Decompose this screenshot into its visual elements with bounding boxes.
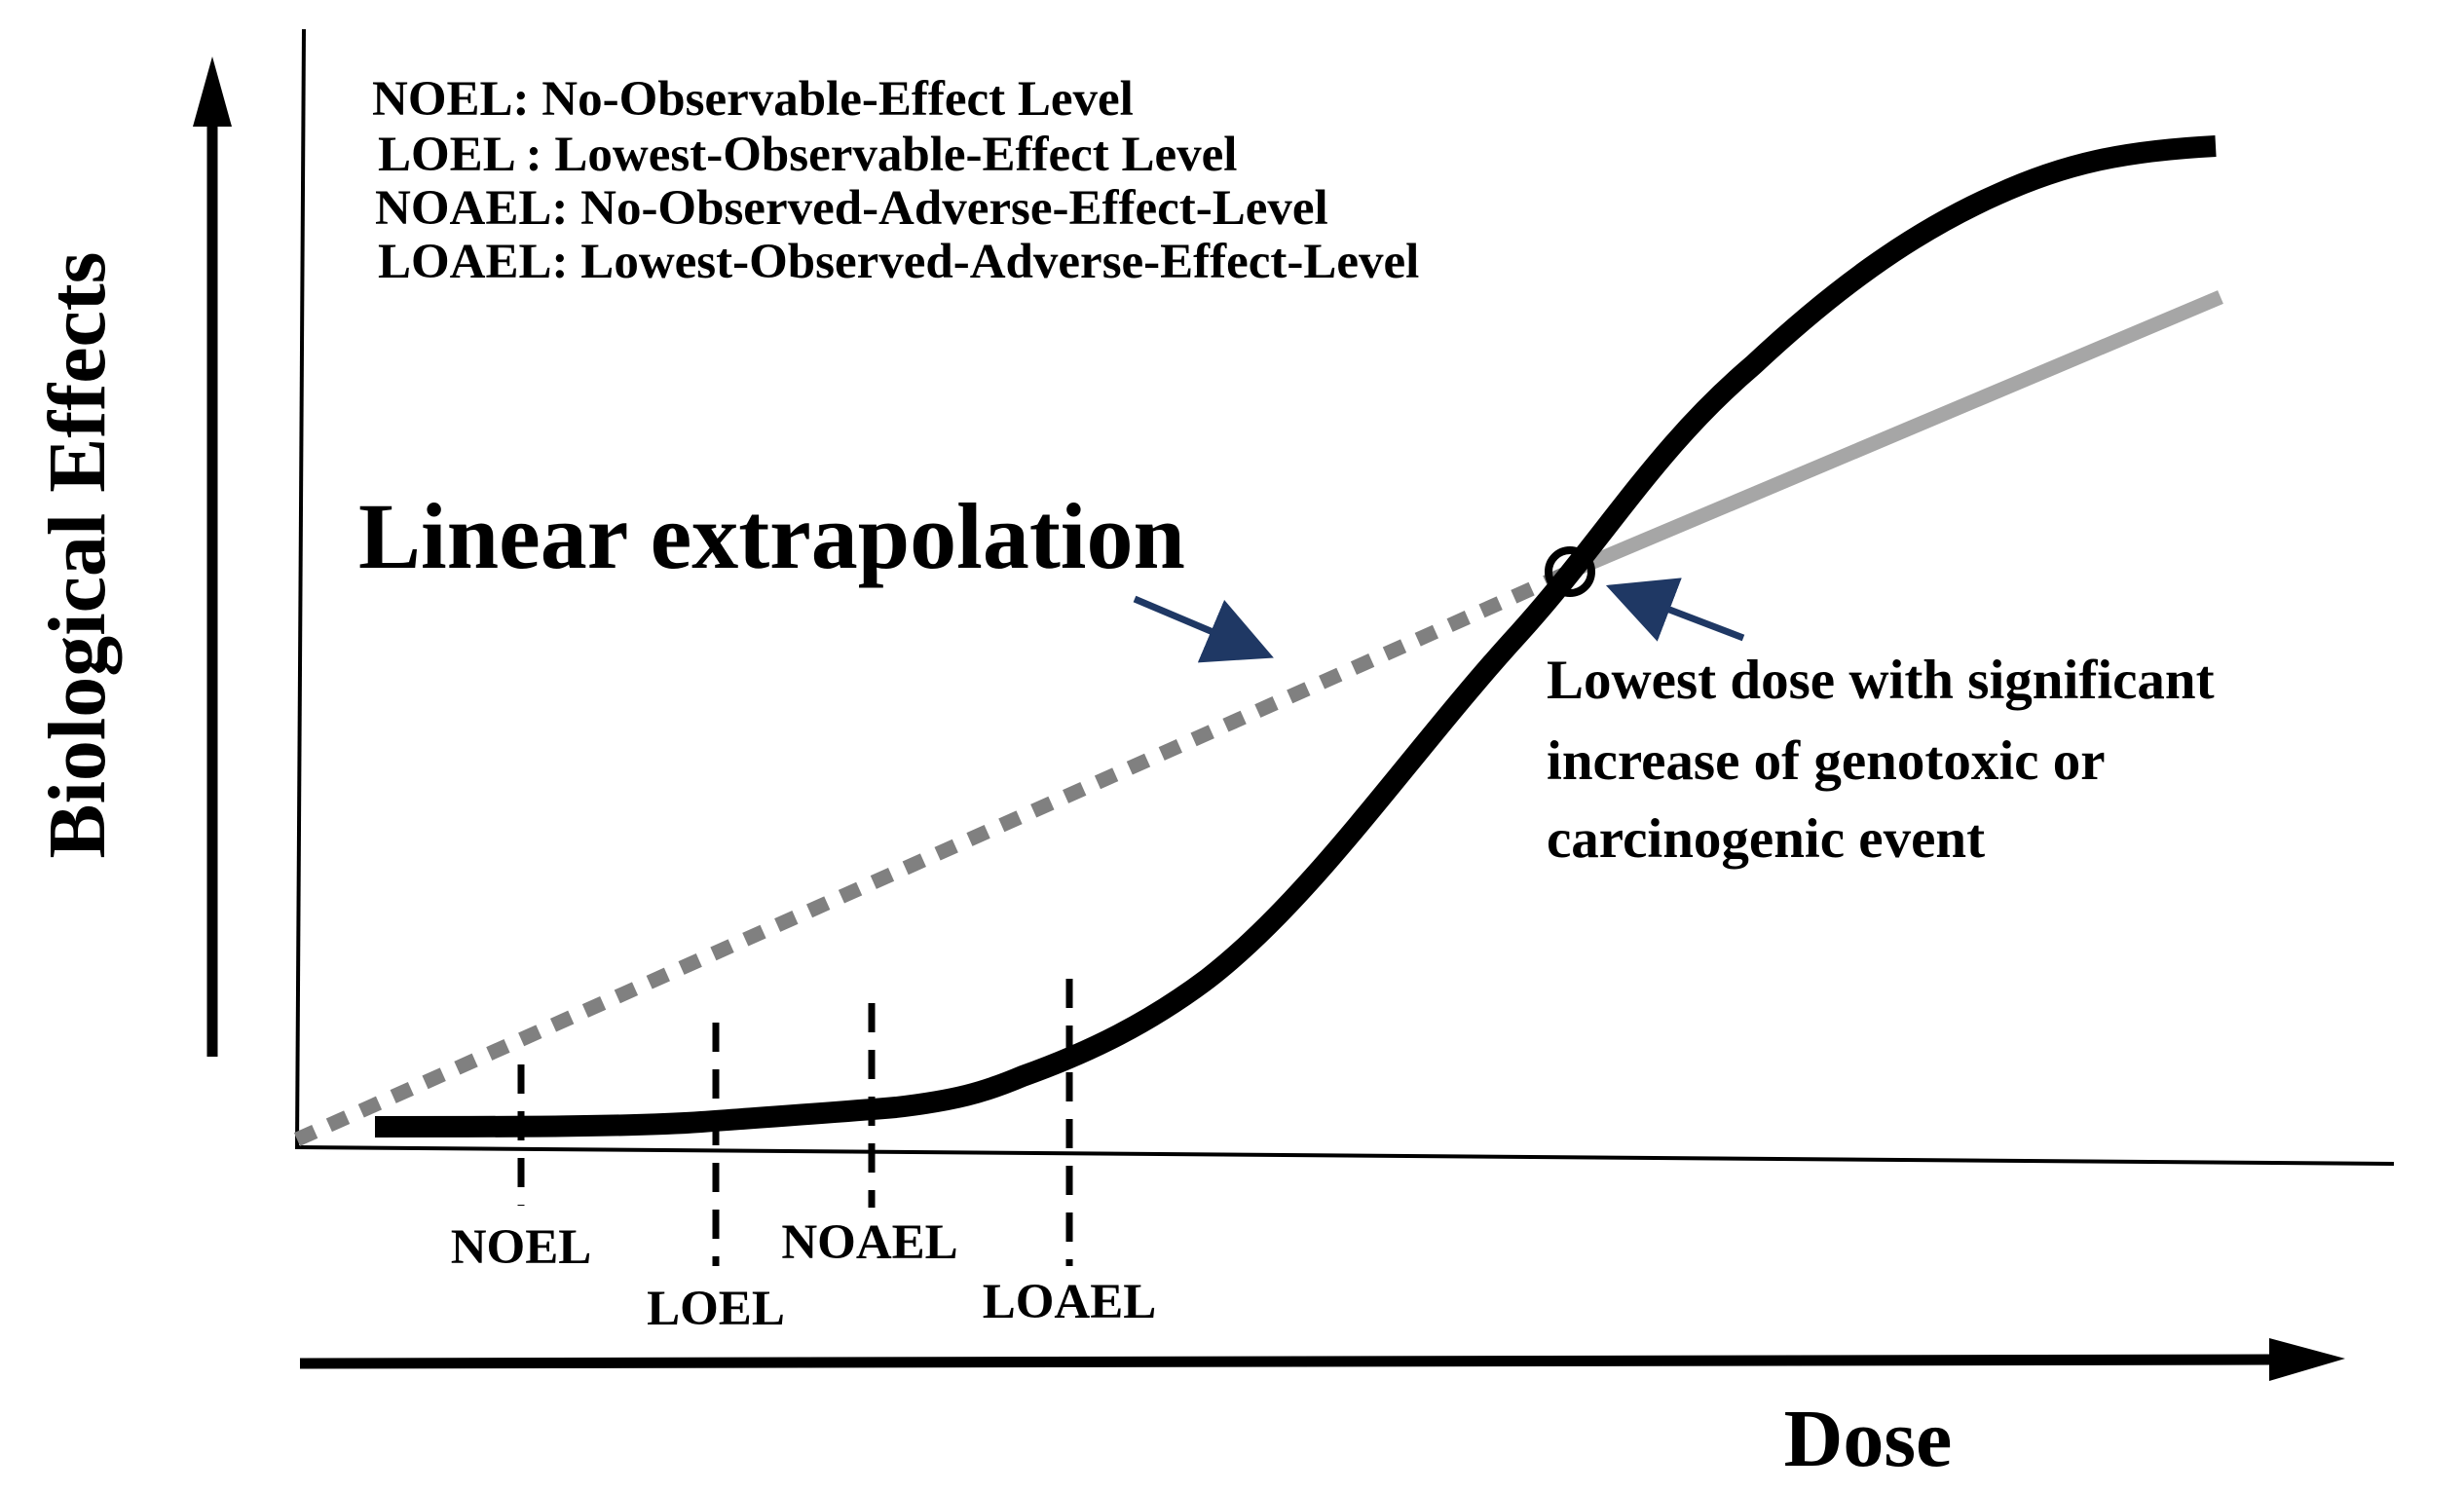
x-axis-line — [296, 1145, 2395, 1166]
x-direction-arrowhead — [2269, 1338, 2345, 1381]
threshold-note-line-1: Lowest dose with significant — [1547, 650, 2215, 711]
y-axis-title: Biological Effects — [32, 252, 123, 859]
legend-loael: LOAEL: Lowest-Observed-Adverse-Effect-Le… — [378, 235, 1419, 289]
threshold-pointer-arrow — [1605, 578, 1745, 642]
y-direction-arrowhead — [193, 56, 232, 127]
legend-loel: LOEL : Lowest-Observable-Effect Level — [378, 128, 1237, 182]
loael-label: LOAEL — [983, 1275, 1157, 1329]
noael-label: NOAEL — [781, 1215, 957, 1270]
noel-label: NOEL — [451, 1220, 592, 1275]
legend-noel: NOEL: No-Observable-Effect Level — [372, 72, 1134, 127]
extrapolation-label: Linear extrapolation — [358, 484, 1185, 588]
y-axis-line — [295, 28, 306, 1150]
threshold-point-circle — [1545, 546, 1595, 597]
linear-trend-extension — [1567, 290, 2223, 578]
threshold-note-line-2: increase of genotoxic or — [1547, 730, 2106, 792]
dose-response-curve — [374, 135, 2217, 1138]
loel-label: LOEL — [647, 1282, 785, 1336]
threshold-note-line-3: carcinogenic event — [1547, 808, 1985, 870]
linear-extrapolation-line — [293, 565, 1574, 1146]
x-axis-title: Dose — [1784, 1394, 1953, 1484]
legend-noael: NOAEL: No-Observed-Adverse-Effect-Level — [375, 181, 1328, 236]
x-direction-arrow-shaft — [299, 1354, 2270, 1369]
extrapolation-pointer-arrow — [1133, 595, 1274, 663]
